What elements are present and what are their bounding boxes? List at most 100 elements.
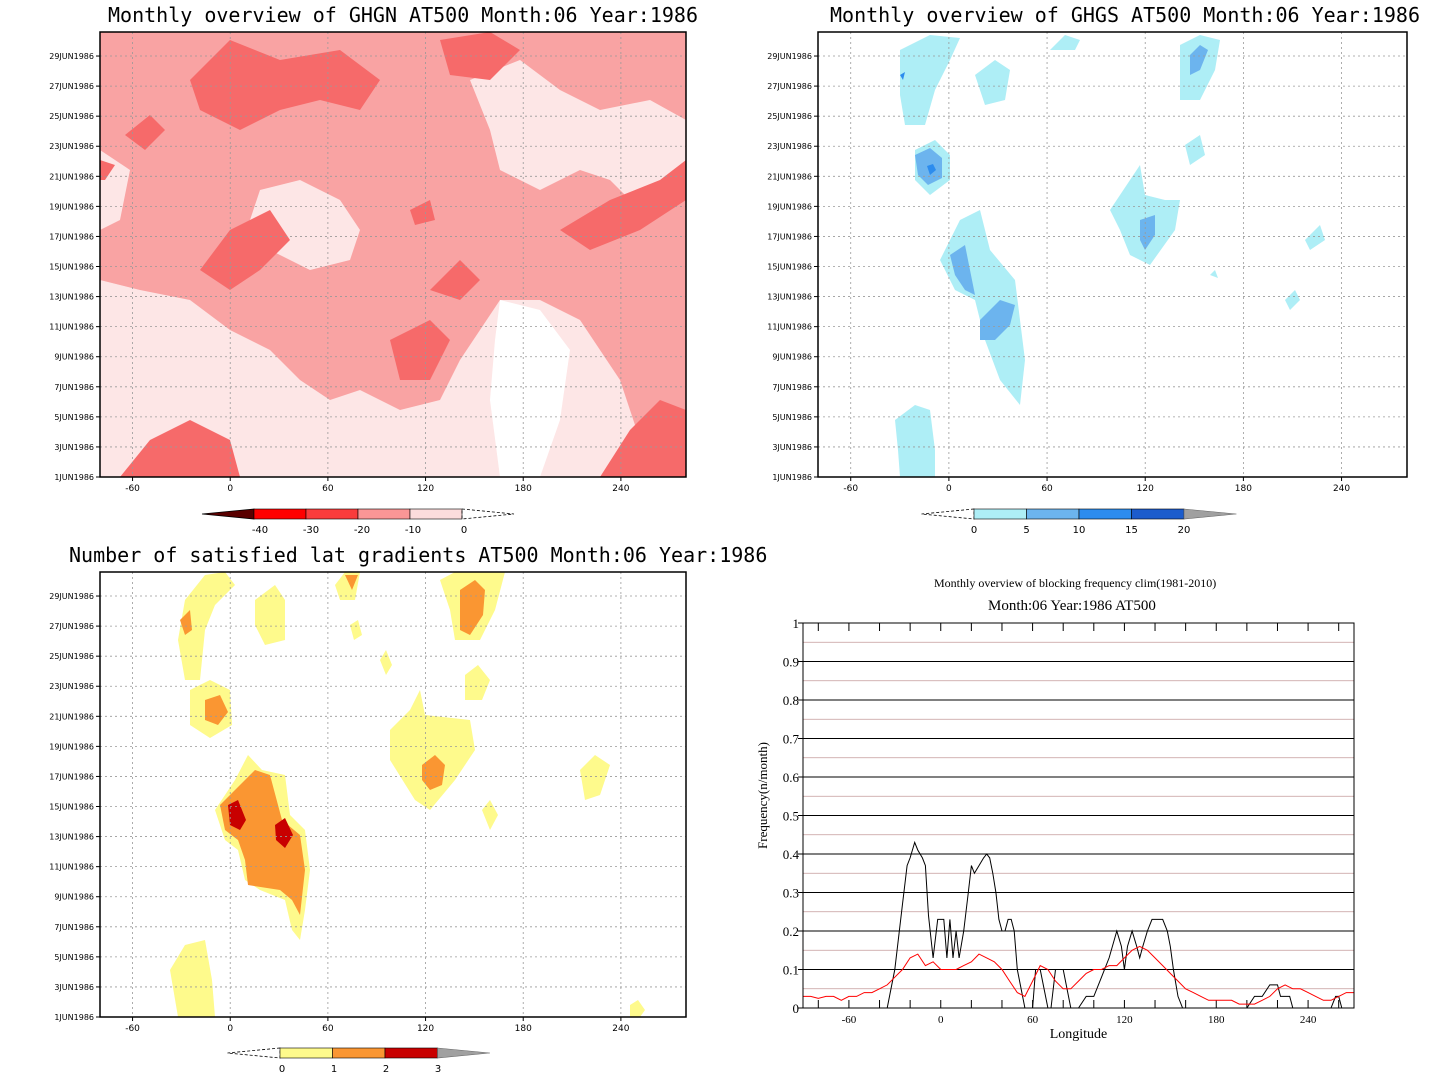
- ghgs-cbar-box: [1131, 508, 1185, 520]
- grad-contour-yellow: [465, 665, 490, 700]
- grad-ytick-label: 17JUN1986: [49, 772, 94, 781]
- ghgn-ytick-label: 1JUN1986: [54, 473, 94, 482]
- ghgn-xtick-label: 0: [227, 484, 233, 494]
- frequency-chart: 0 0.1 0.2 0.3 0.4 0.5 0.6 0.7 0.8 0.9 1 -60 0 60 120 18…: [755, 616, 1355, 1042]
- ghgs-contour-mid: [1140, 215, 1155, 250]
- ghgn-contour-mid: [190, 40, 380, 130]
- gradients-panel: Number of satisfied lat gradients AT500 …: [0, 540, 767, 1091]
- ghgs-contour-light: [895, 405, 935, 477]
- frequency-panel: Monthly overview of blocking frequency c…: [720, 540, 1440, 1091]
- grad-contour-orange: [180, 610, 192, 635]
- ghgs-contour-light: [1185, 135, 1205, 165]
- ghgs-cbar-label: 10: [1073, 525, 1086, 536]
- grad-contour-orange: [205, 695, 228, 725]
- grad-ytick-label: 23JUN1986: [49, 682, 94, 691]
- ghgn-contour-pale: [470, 60, 686, 210]
- freq-ytick-label: 1: [793, 616, 800, 631]
- freq-xtick-label: 180: [1208, 1014, 1225, 1026]
- grad-xtick-label: 0: [227, 1024, 233, 1034]
- grad-ytick-label: 1JUN1986: [54, 1013, 94, 1022]
- ghgs-ytick-label: 19JUN1986: [767, 202, 812, 211]
- frequency-subtitle: Month:06 Year:1986 AT500: [988, 598, 1156, 614]
- grad-contour-yellow: [482, 800, 498, 830]
- grad-ytick-label: 3JUN1986: [54, 983, 94, 992]
- ghgn-cbar-label: -30: [303, 525, 319, 536]
- ghgn-ytick-label: 27JUN1986: [49, 82, 94, 91]
- ghgn-ytick-label: 21JUN1986: [49, 172, 94, 181]
- ghgn-cbar-box: [253, 508, 307, 520]
- freq-ytick-label: 0.6: [783, 770, 800, 785]
- freq-series-observed: [803, 840, 1354, 1009]
- grad-contour-yellow: [170, 940, 215, 1017]
- ghgs-xtick-label: 60: [1041, 484, 1053, 494]
- freq-xlabel: Longitude: [1050, 1027, 1108, 1042]
- freq-xtick-label: 0: [938, 1014, 944, 1026]
- ghgn-ytick-label: 5JUN1986: [54, 413, 94, 422]
- grad-contour-orange: [345, 575, 358, 590]
- ghgn-contour-mid: [560, 160, 686, 250]
- grad-ytick-label: 19JUN1986: [49, 742, 94, 751]
- grad-contour-yellow: [390, 690, 475, 810]
- ghgs-ytick-label: 17JUN1986: [767, 232, 812, 241]
- ghgn-xtick-label: 180: [515, 484, 532, 494]
- ghgn-frame: [99, 31, 687, 478]
- ghgs-contour-light: [1050, 35, 1080, 50]
- ghgs-xtick-label: 180: [1235, 484, 1252, 494]
- ghgn-xtick-label: -60: [125, 484, 140, 494]
- ghgs-cbar-right: [1183, 508, 1237, 520]
- ghgn-cbar-box: [305, 508, 359, 520]
- ghgs-ytick-label: 15JUN1986: [767, 263, 812, 272]
- ghgn-contour-mid: [600, 400, 686, 477]
- freq-frame: [802, 622, 1355, 1009]
- ghgn-contour-mid: [390, 320, 450, 380]
- ghgn-title: Monthly overview of GHGN AT500 Month:06 …: [108, 3, 699, 27]
- ghgs-panel: Monthly overview of GHGS AT500 Month:06 …: [720, 0, 1440, 540]
- freq-ytick-label: 0.8: [783, 693, 799, 708]
- ghgs-ytick-label: 21JUN1986: [767, 172, 812, 181]
- grad-contour-yellow: [630, 1000, 645, 1017]
- ghgn-contour-mid: [200, 210, 290, 290]
- ghgs-xtick-label: 240: [1333, 484, 1350, 494]
- grad-ytick-label: 13JUN1986: [49, 833, 94, 842]
- grad-xtick-label: 60: [322, 1024, 334, 1034]
- ghgn-cbar-label: -40: [252, 525, 268, 536]
- ghgn-xtick-label: 120: [417, 484, 434, 494]
- ghgn-ytick-label: 25JUN1986: [49, 112, 94, 121]
- ghgn-contour-mid: [430, 260, 480, 300]
- grad-cbar-label: 2: [383, 1064, 389, 1075]
- ghgn-cbar-label: -20: [354, 525, 370, 536]
- ghgn-ytick-label: 19JUN1986: [49, 202, 94, 211]
- ghgs-ytick-label: 13JUN1986: [767, 293, 812, 302]
- ghgn-cbar-box: [409, 508, 463, 520]
- freq-ytick-label: 0: [793, 1001, 800, 1016]
- grad-contour-orange: [460, 580, 485, 635]
- ghgn-ytick-label: 11JUN1986: [49, 323, 94, 332]
- ghgs-xtick-label: 0: [946, 484, 952, 494]
- ghgs-contour-light: [975, 60, 1010, 105]
- grad-cbar-left: [227, 1047, 281, 1059]
- frequency-title: Monthly overview of blocking frequency c…: [934, 576, 1217, 590]
- grad-cbar-right: [437, 1047, 491, 1059]
- ghgs-contour-light: [900, 35, 960, 125]
- ghgs-cbar-label: 20: [1178, 525, 1191, 536]
- grad-xtick-label: 120: [417, 1024, 434, 1034]
- gradients-chart: -60 0 60 120 180 2401JUN19863JUN19865JUN19867…: [49, 571, 687, 1075]
- ghgn-cbar-label: -10: [405, 525, 421, 536]
- ghgs-contour-light: [1305, 225, 1325, 250]
- grad-ytick-label: 25JUN1986: [49, 652, 94, 661]
- grad-ytick-label: 27JUN1986: [49, 622, 94, 631]
- grad-ytick-label: 21JUN1986: [49, 712, 94, 721]
- ghgs-cbar-box: [1026, 508, 1080, 520]
- ghgs-cbar-label: 0: [971, 525, 977, 536]
- ghgs-contour-dark: [900, 72, 905, 80]
- ghgs-contour-light: [1210, 270, 1218, 278]
- freq-ytick-label: 0.1: [783, 963, 799, 978]
- ghgs-ytick-label: 1JUN1986: [772, 473, 812, 482]
- freq-ytick-label: 0.9: [783, 655, 799, 670]
- grad-contour-orange: [422, 755, 445, 790]
- grad-cbar-label: 1: [331, 1064, 337, 1075]
- ghgn-ytick-label: 29JUN1986: [49, 52, 94, 61]
- grad-ytick-label: 15JUN1986: [49, 803, 94, 812]
- ghgs-cbar-label: 5: [1023, 525, 1029, 536]
- freq-ytick-label: 0.2: [783, 924, 799, 939]
